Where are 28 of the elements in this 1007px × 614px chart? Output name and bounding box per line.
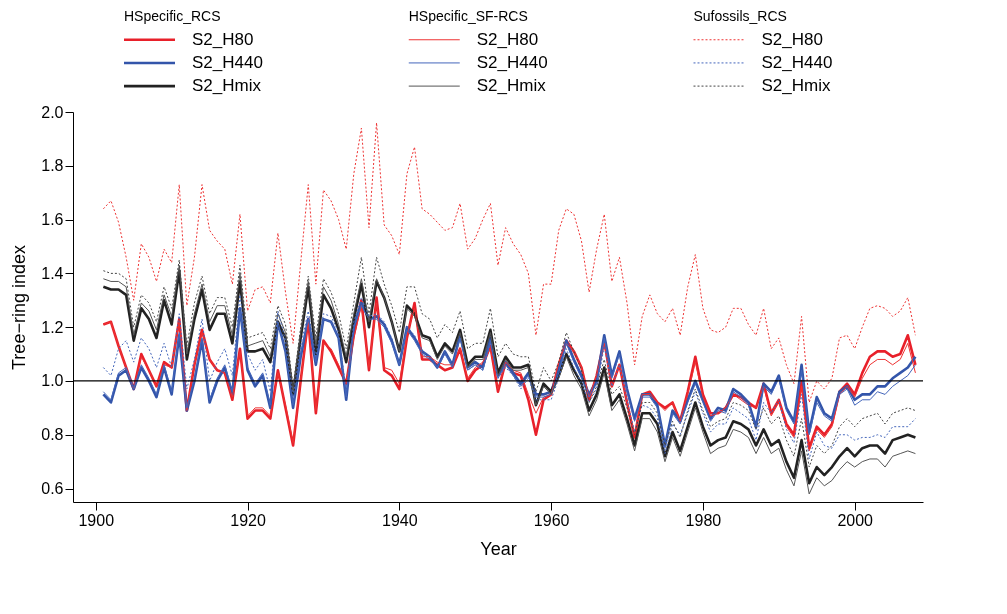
legend-label: S2_H440 [192,52,263,72]
legend-label: S2_H80 [476,29,539,49]
text: HSpecific_SF-RCS [408,7,528,24]
y-tick-label: 1.6 [41,211,64,229]
x-tick-label: 2000 [837,511,874,529]
legend-label: S2_H80 [761,29,823,49]
y-tick-label: 0.6 [41,480,64,498]
y-tick-label: 1.2 [41,318,64,336]
y-tick-label: 1.4 [41,264,64,282]
x-tick-label: 1960 [533,511,570,529]
legend-label: S2_Hmix [761,76,831,96]
x-axis-title: Year [480,538,517,559]
legend-label: S2_H80 [192,29,254,49]
x-tick-label: 1920 [230,511,266,529]
legend-label: S2_Hmix [476,76,547,96]
y-axis-title: Tree−ring index [9,245,30,370]
legend-label: S2_Hmix [192,76,262,96]
legend-label: S2_H440 [761,52,833,72]
text: HSpecific_RCS [124,7,221,24]
x-tick-label: 1980 [685,511,722,529]
y-tick-label: 0.8 [41,426,64,444]
text: Sufossils_RCS [693,7,787,24]
x-tick-label: 1940 [382,511,418,529]
y-tick-label: 1.8 [41,157,64,175]
x-tick-label: 1900 [78,511,115,529]
legend-label: S2_H440 [476,52,548,72]
y-tick-label: 1.0 [41,372,64,390]
y-tick-label: 2.0 [41,103,64,121]
